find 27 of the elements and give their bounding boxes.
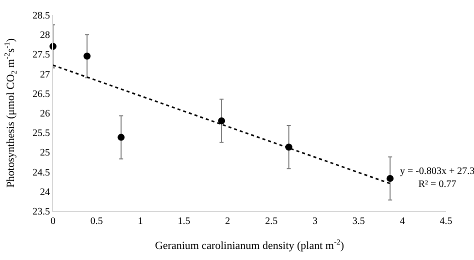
x-tick-label: 2 [225, 216, 230, 227]
x-tick-label: 1 [138, 216, 143, 227]
y-tick-label: 28 [40, 30, 50, 42]
y-tick-label: 26.5 [32, 88, 50, 100]
point [118, 134, 125, 141]
y-tick-label: 27.5 [32, 50, 50, 61]
y-tick-label: 26 [40, 108, 50, 120]
x-tick-label: 1.5 [178, 216, 190, 227]
x-tick-label: 2.5 [265, 216, 278, 227]
x-tick-label: 3.5 [352, 216, 365, 227]
point [84, 52, 91, 60]
x-tick-label: 0 [50, 216, 56, 227]
y-tick-label: 25 [40, 148, 50, 159]
y-tick-label: 24 [40, 186, 50, 198]
x-tick-label: 4.5 [440, 216, 452, 227]
y-tick-label: 28.5 [32, 10, 50, 22]
x-tick-label: 3 [312, 216, 318, 227]
point [218, 117, 226, 124]
point [386, 174, 394, 182]
y-tick-label: 23.5 [32, 206, 50, 218]
x-axis-title: Geranium carolinianum density (plant m$^{-2}$) [154, 238, 344, 252]
y-tick-label: 27 [40, 69, 50, 80]
y-tick-label: 24.5 [32, 167, 50, 178]
annotation: y = -0.803x + 27.3 R² = 0.77 [400, 166, 474, 190]
x-tick-label: 4 [400, 216, 405, 227]
y-tick-label: 25.5 [32, 128, 50, 140]
x-tick-label: 0.5 [90, 216, 103, 227]
